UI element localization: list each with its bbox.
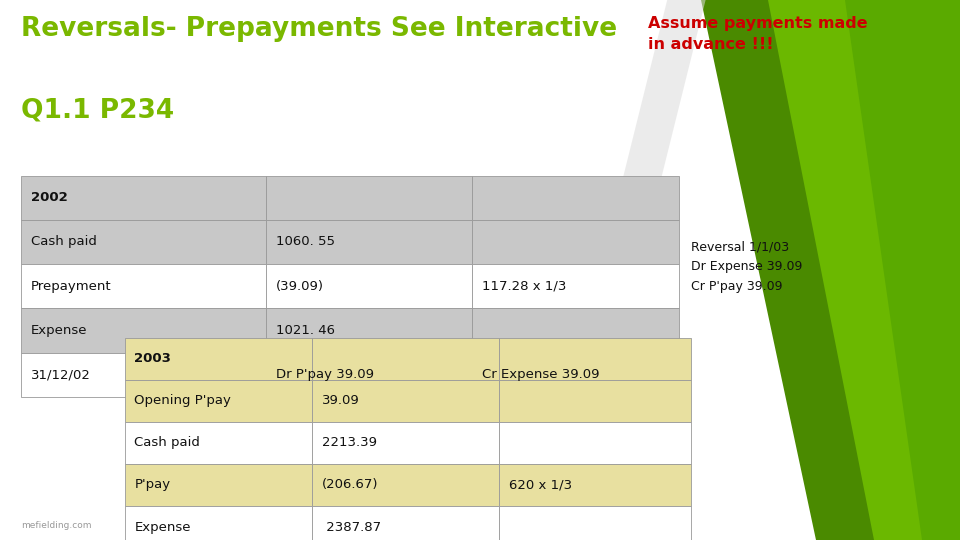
Text: 620 x 1/3: 620 x 1/3 (509, 478, 572, 491)
Bar (21, 308, 266, 353)
Bar (472, 264, 679, 308)
Text: Q1.1 P234: Q1.1 P234 (21, 97, 175, 123)
Text: 1060. 55: 1060. 55 (276, 235, 334, 248)
Text: Dr P'pay 39.09: Dr P'pay 39.09 (276, 368, 373, 381)
Bar (472, 220, 679, 264)
Polygon shape (768, 0, 960, 540)
Bar (125, 464, 312, 506)
Polygon shape (701, 0, 960, 540)
Bar (266, 220, 472, 264)
Bar (312, 464, 499, 506)
Text: 2002: 2002 (31, 191, 67, 204)
Bar (499, 422, 691, 464)
Text: 39.09: 39.09 (322, 394, 359, 407)
Bar (21, 264, 266, 308)
Text: Expense: Expense (31, 324, 87, 337)
Text: mefielding.com: mefielding.com (21, 521, 91, 530)
Text: Reversals- Prepayments See Interactive: Reversals- Prepayments See Interactive (21, 16, 617, 42)
Bar (125, 380, 312, 422)
Bar (499, 338, 691, 380)
Text: 2387.87: 2387.87 (322, 521, 381, 534)
Bar (312, 380, 499, 422)
Bar (21, 176, 266, 220)
Text: P'pay: P'pay (134, 478, 171, 491)
Bar (472, 308, 679, 353)
Text: Assume payments made
in advance !!!: Assume payments made in advance !!! (648, 16, 868, 52)
Text: Cr Expense 39.09: Cr Expense 39.09 (482, 368, 599, 381)
Text: Cash paid: Cash paid (31, 235, 97, 248)
Bar (266, 353, 472, 397)
Bar (21, 353, 266, 397)
Text: 31/12/02: 31/12/02 (31, 368, 90, 381)
Bar (312, 338, 499, 380)
Text: Reversal 1/1/03
Dr Expense 39.09
Cr P'pay 39.09: Reversal 1/1/03 Dr Expense 39.09 Cr P'pa… (691, 240, 803, 293)
Bar (472, 353, 679, 397)
Text: 117.28 x 1/3: 117.28 x 1/3 (482, 280, 566, 293)
Bar (21, 220, 266, 264)
Bar (499, 464, 691, 506)
Polygon shape (533, 0, 706, 540)
Text: (39.09): (39.09) (276, 280, 324, 293)
Text: (206.67): (206.67) (322, 478, 378, 491)
Bar (125, 422, 312, 464)
Bar (472, 176, 679, 220)
Bar (125, 506, 312, 540)
Text: 2003: 2003 (134, 352, 171, 365)
Text: Prepayment: Prepayment (31, 280, 111, 293)
Bar (125, 338, 312, 380)
Text: Opening P'pay: Opening P'pay (134, 394, 231, 407)
Bar (499, 506, 691, 540)
Bar (266, 308, 472, 353)
Polygon shape (845, 0, 960, 540)
Text: Cash paid: Cash paid (134, 436, 201, 449)
Bar (499, 380, 691, 422)
Bar (312, 422, 499, 464)
Text: Expense: Expense (134, 521, 191, 534)
Bar (312, 506, 499, 540)
Text: 1021. 46: 1021. 46 (276, 324, 334, 337)
Bar (266, 264, 472, 308)
Text: 2213.39: 2213.39 (322, 436, 376, 449)
Bar (266, 176, 472, 220)
